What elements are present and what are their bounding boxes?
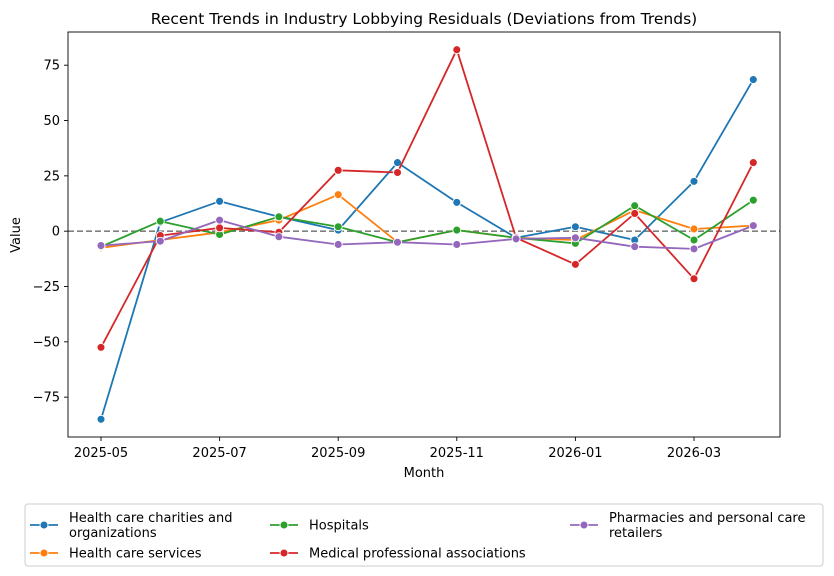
- legend-item: Health care services: [30, 547, 202, 562]
- data-point: [689, 224, 699, 234]
- data-point: [689, 235, 699, 245]
- data-point: [570, 222, 580, 232]
- x-tick-label: 2026-01: [548, 446, 602, 461]
- y-tick-label: 0: [52, 225, 60, 240]
- data-point: [748, 75, 758, 85]
- legend-label: Medical professional associations: [309, 547, 526, 562]
- data-point: [689, 274, 699, 284]
- plot-frame: [67, 31, 781, 438]
- data-point: [333, 222, 343, 232]
- data-point: [96, 414, 106, 424]
- legend-label: Health care services: [69, 547, 202, 562]
- x-tick-label: 2025-07: [192, 446, 246, 461]
- x-tick-label: 2025-11: [430, 446, 484, 461]
- data-point: [155, 236, 165, 246]
- data-point: [393, 168, 402, 177]
- data-point: [274, 232, 284, 242]
- data-point: [333, 165, 343, 175]
- legend-item: Health care charities and organizations: [30, 511, 233, 541]
- legend-label: Health care charities and organizations: [69, 511, 233, 541]
- legend-swatch-marker: [39, 520, 49, 530]
- series-line: [100, 193, 754, 249]
- data-point: [452, 240, 462, 249]
- series-layer: [96, 45, 758, 424]
- series-4: [96, 215, 758, 254]
- data-point: [748, 221, 758, 231]
- data-point: [689, 244, 699, 254]
- legend-swatch-marker: [579, 520, 589, 530]
- data-point: [630, 209, 640, 218]
- legend-label: Pharmacies and personal care retailers: [609, 511, 806, 541]
- y-tick-label: −75: [33, 391, 60, 406]
- y-axis: −75 −50 −25 0 25 50 75: [33, 59, 68, 406]
- data-point: [155, 216, 165, 226]
- y-axis-label: Value: [9, 217, 24, 253]
- y-tick-label: −25: [33, 280, 60, 295]
- data-point: [274, 212, 284, 222]
- data-point: [570, 259, 580, 269]
- data-point: [511, 234, 521, 244]
- data-point: [333, 190, 343, 200]
- series-line: [100, 199, 754, 248]
- series-3: [96, 45, 758, 352]
- legend-swatch-marker: [39, 548, 49, 558]
- data-point: [215, 215, 225, 225]
- y-tick-label: −50: [33, 335, 60, 350]
- x-tick-label: 2025-05: [74, 446, 128, 461]
- legend: Health care charities and organizations He…: [24, 503, 824, 567]
- x-tick-label: 2025-09: [311, 446, 365, 461]
- series-0: [96, 75, 758, 424]
- chart-title: Recent Trends in Industry Lobbying Resid…: [151, 10, 697, 28]
- y-tick-label: 25: [43, 169, 60, 184]
- legend-item: Hospitals: [270, 519, 369, 534]
- x-axis-label: Month: [404, 466, 445, 481]
- data-point: [570, 233, 580, 243]
- x-axis: 2025-05 2025-07 2025-09 2025-11 2026-01 2026-…: [74, 437, 721, 461]
- data-point: [630, 242, 640, 252]
- data-point: [96, 342, 106, 352]
- data-point: [393, 237, 402, 247]
- legend-swatch-marker: [279, 548, 289, 558]
- series-line: [100, 79, 755, 420]
- y-tick-label: 75: [43, 59, 60, 74]
- data-point: [96, 241, 106, 251]
- y-tick-label: 50: [43, 114, 60, 129]
- legend-item: Medical professional associations: [270, 547, 526, 562]
- data-point: [452, 197, 462, 207]
- data-point: [748, 195, 758, 205]
- data-point: [689, 176, 699, 186]
- data-point: [748, 158, 758, 168]
- series-line: [100, 48, 755, 348]
- data-point: [452, 225, 462, 235]
- data-point: [452, 45, 462, 55]
- legend-swatch-marker: [279, 520, 289, 530]
- legend-box: [24, 503, 824, 567]
- legend-item: Pharmacies and personal care retailers: [570, 511, 806, 541]
- series-line: [100, 219, 754, 250]
- data-point: [215, 196, 225, 206]
- legend-label: Hospitals: [309, 519, 369, 534]
- data-point: [215, 223, 225, 233]
- data-point: [630, 201, 640, 211]
- x-tick-label: 2026-03: [667, 446, 721, 461]
- data-point: [333, 240, 343, 249]
